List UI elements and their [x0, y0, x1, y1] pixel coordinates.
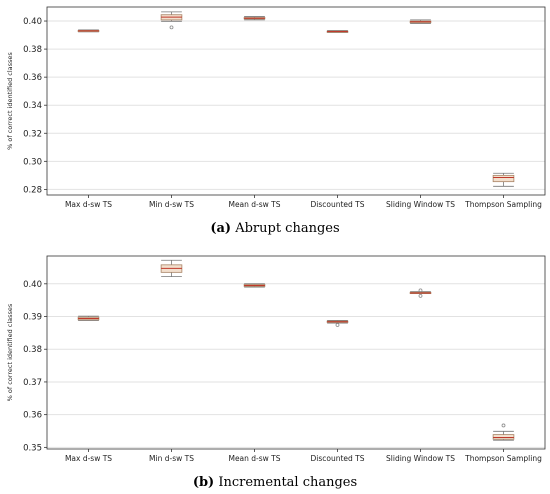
caption-letter: (a) [210, 221, 232, 236]
y-tick-label: 0.35 [23, 443, 42, 453]
y-tick-label: 0.28 [23, 185, 42, 195]
x-tick-label: Sliding Window TS [386, 454, 455, 463]
outlier-point [335, 323, 340, 327]
caption-abrupt: (a) Abrupt changes [0, 221, 550, 236]
y-tick-label: 0.40 [23, 280, 42, 290]
x-tick-label: Max d-sw TS [65, 200, 112, 209]
x-tick-label: Thompson Sampling [464, 200, 542, 209]
plot-frame [46, 6, 546, 196]
caption-incremental: (b) Incremental changes [0, 475, 550, 490]
outlier-point [418, 294, 423, 298]
outlier-point [501, 423, 506, 428]
box-iqr [492, 434, 515, 440]
boxplot-incremental-changes: 0.35 0.36 0.37 0.38 0.39 0.40 % of correct ide… [6, 255, 546, 463]
y-tick-label: 0.36 [23, 73, 42, 83]
plot-frame [46, 255, 546, 450]
caption-letter: (b) [192, 475, 215, 490]
chart-panel-abrupt: 0.28 0.30 0.32 0.34 0.36 0.38 0.40 % of correct… [0, 0, 550, 245]
x-tick-label: Thompson Sampling [464, 454, 542, 463]
outlier-point [418, 288, 423, 293]
y-tick-label: 0.38 [23, 45, 42, 55]
x-tick-label: Min d-sw TS [149, 454, 194, 463]
y-tick-label: 0.32 [23, 129, 42, 139]
y-tick-label: 0.30 [23, 157, 42, 167]
x-tick-label: Sliding Window TS [386, 200, 455, 209]
box-iqr [492, 174, 515, 183]
y-axis-label: % of correct identified classes [6, 52, 14, 150]
y-tick-label: 0.39 [23, 313, 42, 323]
y-tick-label: 0.36 [23, 411, 42, 421]
y-tick-label: 0.34 [23, 101, 42, 111]
x-tick-label: Max d-sw TS [65, 454, 112, 463]
x-tick-label: Min d-sw TS [149, 200, 194, 209]
y-axis-label: % of correct identified classes [6, 303, 14, 401]
outlier-point [169, 25, 174, 30]
caption-text: Abrupt changes [235, 221, 340, 236]
chart-panel-incremental: 0.35 0.36 0.37 0.38 0.39 0.40 % of correct ide… [0, 245, 550, 494]
y-tick-label: 0.38 [23, 345, 42, 355]
x-tick-label: Mean d-sw TS [228, 454, 280, 463]
caption-text: Incremental changes [218, 475, 358, 490]
y-tick-label: 0.37 [23, 378, 42, 388]
y-tick-label: 0.40 [23, 17, 42, 27]
x-tick-label: Discounted TS [310, 454, 364, 463]
x-tick-label: Discounted TS [310, 200, 364, 209]
x-tick-label: Mean d-sw TS [228, 200, 280, 209]
boxplot-abrupt-changes: 0.28 0.30 0.32 0.34 0.36 0.38 0.40 % of correct… [6, 6, 546, 209]
